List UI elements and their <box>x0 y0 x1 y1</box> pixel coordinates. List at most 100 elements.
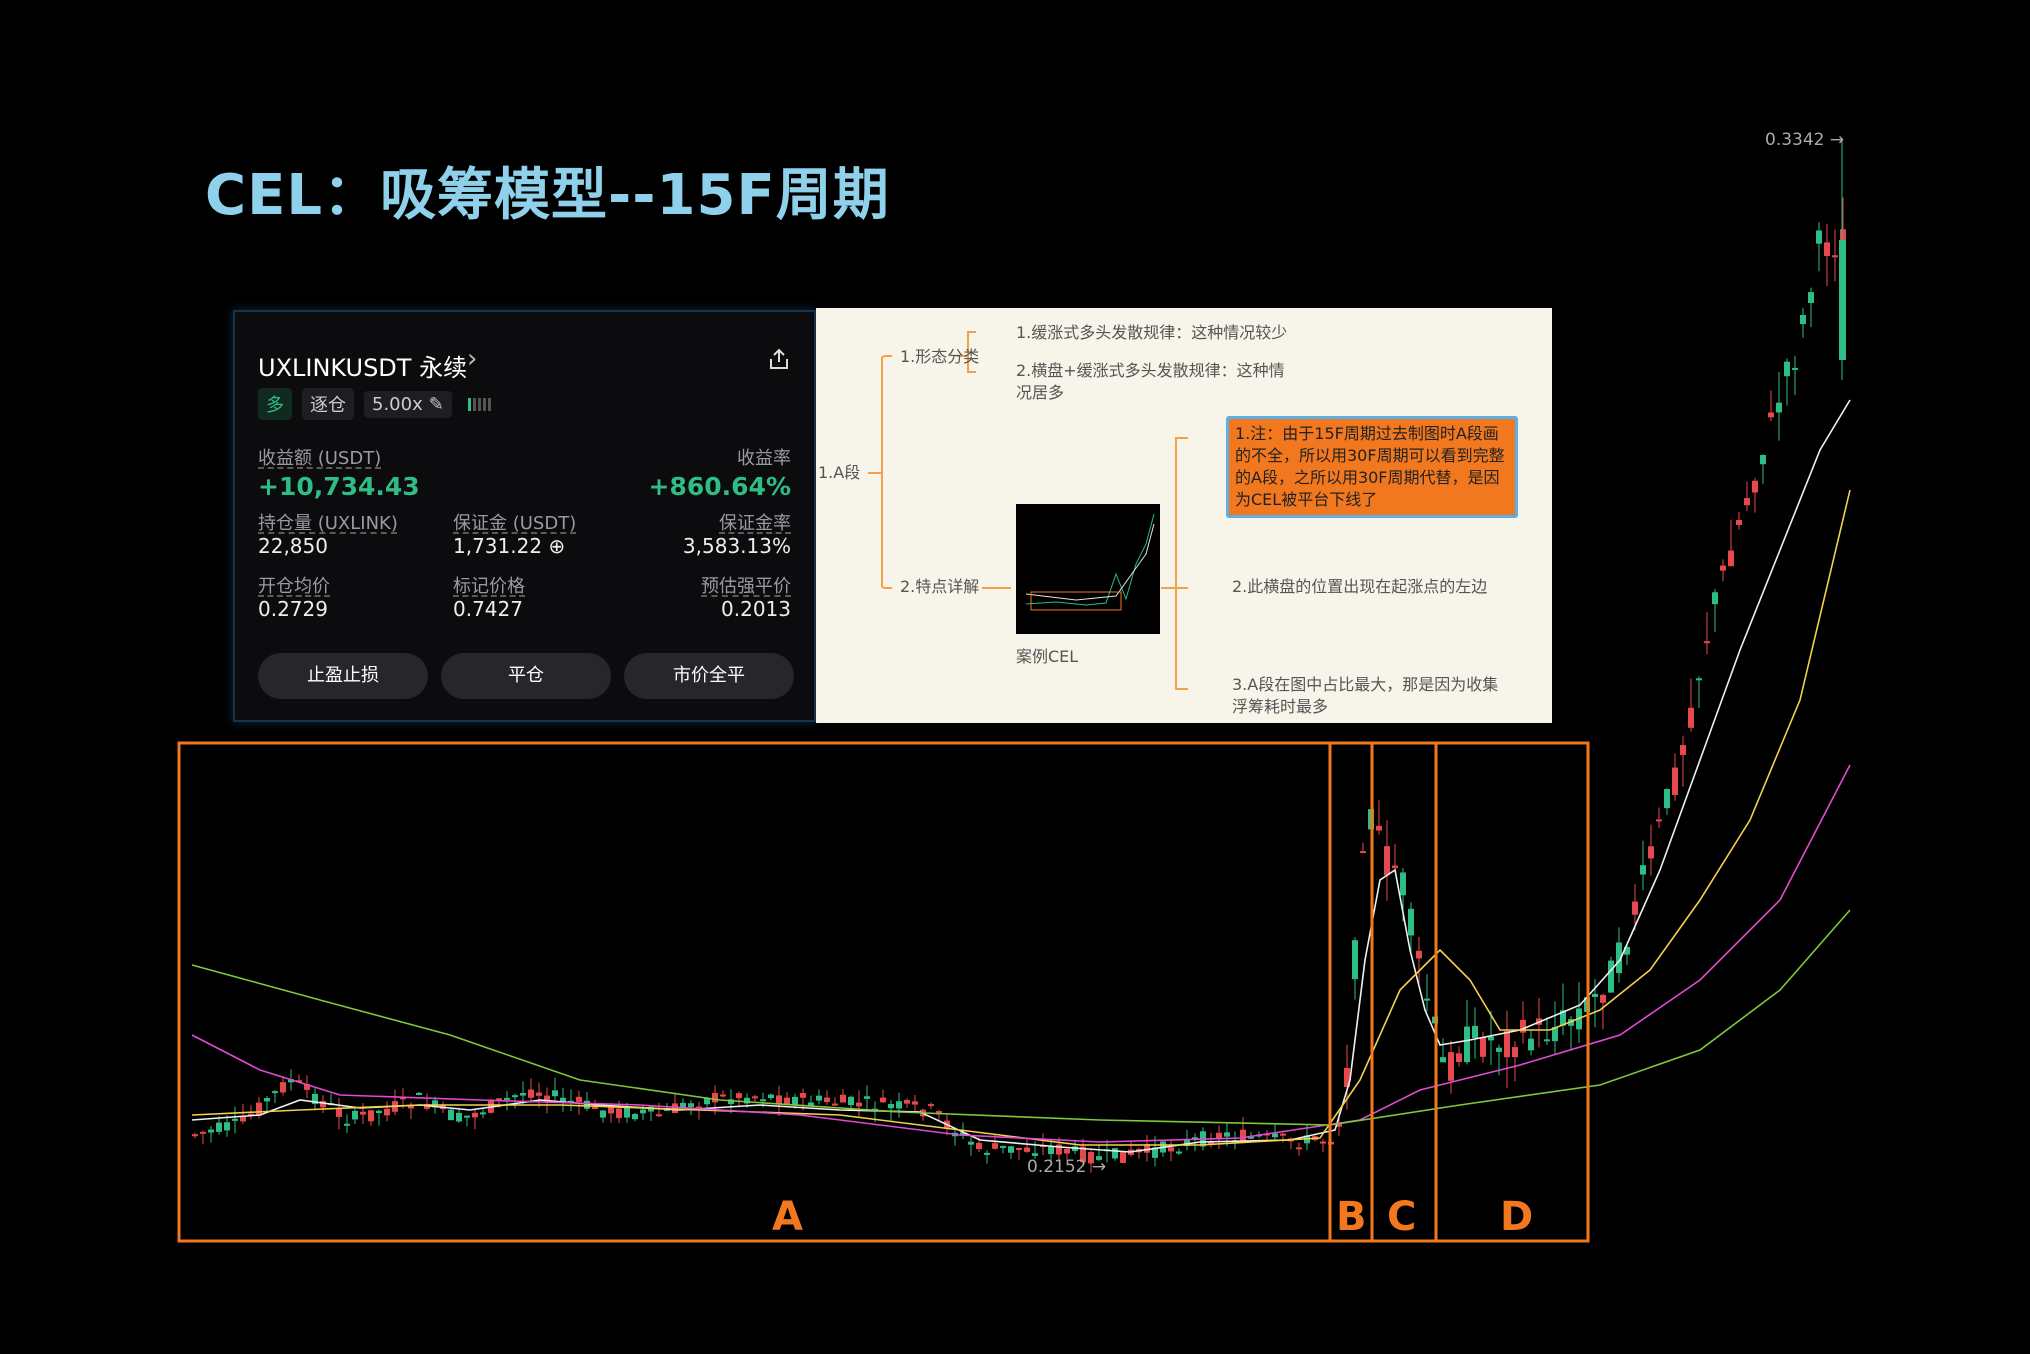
candle-body <box>1792 367 1798 370</box>
candle-body <box>480 1112 486 1115</box>
pnl-label: 收益额 (USDT) <box>258 448 382 469</box>
share-icon[interactable] <box>768 348 790 370</box>
candle-body <box>288 1079 294 1083</box>
candle-body <box>552 1090 558 1097</box>
candle-body <box>536 1092 542 1096</box>
candle-body <box>1064 1148 1070 1154</box>
margin-label: 保证金 (USDT) <box>453 513 577 534</box>
candle-body <box>528 1089 534 1098</box>
candle-body <box>936 1111 942 1115</box>
candle-body <box>496 1098 502 1101</box>
margin-ratio-label: 保证金率 <box>719 513 791 534</box>
candle-body <box>840 1094 846 1103</box>
pnl-value: +10,734.43 <box>258 472 420 501</box>
candle-body <box>688 1103 694 1108</box>
segment-label-b: B <box>1336 1194 1367 1240</box>
branch-classification: 1.形态分类 <box>900 347 980 366</box>
candle-body <box>1360 851 1366 854</box>
candle-body <box>448 1109 454 1121</box>
leaf-sideways-rise-1: 2.横盘+缓涨式多头发散规律：这种情 <box>1016 361 1285 380</box>
segment-label-c: C <box>1387 1194 1416 1240</box>
thumbnail-chart-icon <box>1025 513 1155 611</box>
candle-body <box>672 1103 678 1114</box>
candle-body <box>1024 1147 1030 1152</box>
candle-body <box>1824 242 1830 257</box>
leverage-value: 5.00x <box>372 393 423 415</box>
candle-body <box>976 1142 982 1150</box>
segment-boxes <box>177 741 1590 1243</box>
candle-body <box>992 1143 998 1149</box>
candle-body <box>1272 1133 1278 1138</box>
risk-bars-icon <box>467 397 491 411</box>
candle-body <box>1296 1147 1302 1150</box>
candle-body <box>1744 498 1750 506</box>
candle-body <box>1768 412 1774 418</box>
candle-body <box>1224 1132 1230 1137</box>
candle-body <box>1000 1145 1006 1148</box>
candle-body <box>376 1110 382 1114</box>
candle-body <box>736 1093 742 1099</box>
candle-body <box>336 1108 342 1117</box>
candle-body <box>1344 1067 1350 1087</box>
leverage-tag[interactable]: 5.00x ✎ <box>364 390 452 418</box>
candle-body <box>1776 402 1782 413</box>
candle-body <box>1504 1031 1510 1058</box>
candle-body <box>344 1123 350 1126</box>
candle-body <box>776 1095 782 1105</box>
mind-map-panel: 1.A段 1.形态分类 1.缓涨式多头发散规律：这种情况较少 2.横盘+缓涨式多… <box>816 308 1552 723</box>
candle-body <box>1600 994 1606 1003</box>
candle-body <box>456 1112 462 1122</box>
candle-body <box>1544 1039 1550 1042</box>
candle-body <box>1240 1129 1246 1142</box>
candle-body <box>584 1100 590 1109</box>
candle-body <box>880 1097 886 1103</box>
margin-mode-tag[interactable]: 逐仓 <box>302 388 354 420</box>
market-close-button[interactable]: 市价全平 <box>624 653 794 699</box>
candle-body <box>1080 1146 1086 1163</box>
candle-body <box>856 1102 862 1107</box>
candle-body <box>464 1115 470 1118</box>
candle-body <box>760 1099 766 1102</box>
candle-body <box>1624 946 1630 955</box>
candle-body <box>1552 1027 1558 1042</box>
entry-value: 0.2729 <box>258 597 328 621</box>
candle-body <box>432 1100 438 1108</box>
candle-body <box>472 1112 478 1118</box>
roe-label: 收益率 <box>737 448 791 469</box>
segment-label-d: D <box>1500 1194 1533 1240</box>
candle-body <box>1816 230 1822 244</box>
candle-body <box>848 1096 854 1106</box>
candle-body <box>968 1141 974 1145</box>
chevron-right-icon[interactable]: › <box>467 344 478 374</box>
candle-body <box>512 1095 518 1098</box>
close-position-button[interactable]: 平仓 <box>441 653 611 699</box>
candle-body <box>1688 707 1694 728</box>
candle-body <box>1640 865 1646 875</box>
candle-body <box>248 1113 254 1116</box>
candle-body <box>1440 1057 1446 1063</box>
candle-body <box>504 1097 510 1100</box>
tpsl-button[interactable]: 止盈止损 <box>258 653 428 699</box>
candle-body <box>1376 825 1382 831</box>
candle-body <box>1464 1026 1470 1063</box>
symbol-title[interactable]: UXLINKUSDT 永续 <box>258 354 468 382</box>
candle-body <box>1528 1038 1534 1051</box>
candle-body <box>712 1092 718 1103</box>
ma-slow-line <box>191 764 1851 1143</box>
candle-body <box>1832 255 1838 258</box>
edit-icon: ✎ <box>428 393 444 415</box>
candle-body <box>1408 908 1414 936</box>
candle-body <box>768 1094 774 1099</box>
candle-body <box>1704 641 1710 644</box>
margin-value-row: 1,731.22 ⊕ <box>453 534 565 558</box>
candle-body <box>1472 1025 1478 1039</box>
margin-ratio-value: 3,583.13% <box>682 534 791 558</box>
candle-body <box>1672 767 1678 796</box>
candle-body <box>1488 1036 1494 1041</box>
candle-body <box>1032 1153 1038 1156</box>
candle-body <box>1496 1047 1502 1052</box>
candle-body <box>272 1091 278 1094</box>
candle-body <box>1520 1019 1526 1033</box>
add-margin-icon[interactable]: ⊕ <box>548 534 566 558</box>
candle-body <box>784 1097 790 1105</box>
